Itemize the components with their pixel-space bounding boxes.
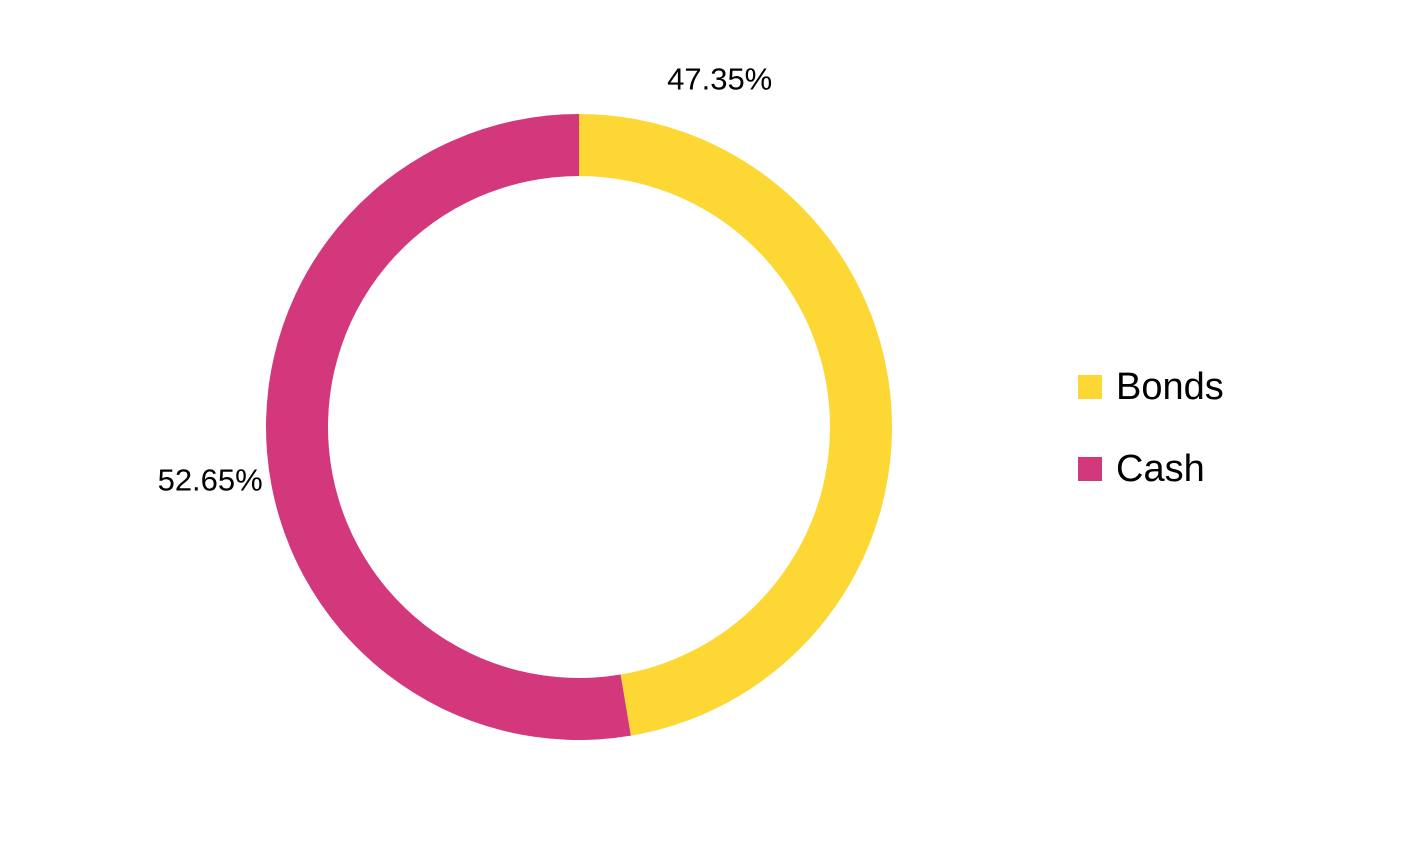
legend-item-bonds[interactable]: Bonds [1078,365,1224,409]
data-label-cash: 52.65% [158,463,263,498]
slice-cash[interactable] [265,114,631,741]
legend: Bonds Cash [1078,365,1224,529]
legend-item-cash[interactable]: Cash [1078,447,1224,491]
slice-bonds[interactable] [579,114,892,736]
legend-label-cash: Cash [1116,448,1205,490]
data-labels-group: 47.35% 52.65% [158,62,773,498]
data-label-bonds: 47.35% [667,62,772,97]
legend-swatch-cash [1078,457,1102,481]
slices-group [265,114,892,741]
legend-swatch-bonds [1078,375,1102,399]
legend-label-bonds: Bonds [1116,366,1224,408]
